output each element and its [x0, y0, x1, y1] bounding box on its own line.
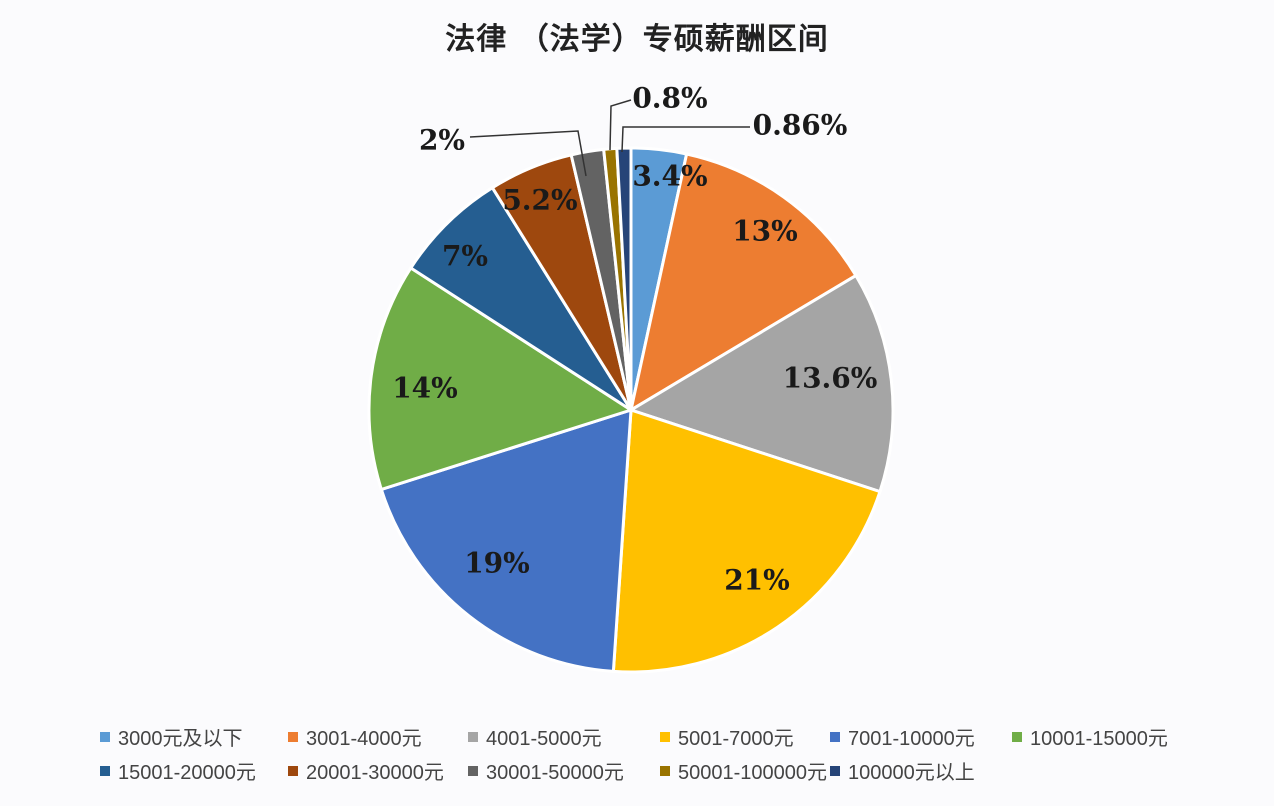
- legend-label: 10001-15000元: [1030, 728, 1168, 750]
- legend-label: 100000元以上: [848, 762, 975, 784]
- legend-swatch: [830, 765, 840, 776]
- data-label: 13.6%: [783, 362, 878, 395]
- data-label: 3.4%: [632, 160, 707, 193]
- legend-swatch: [1012, 731, 1022, 742]
- legend-item: 3000元及以下: [100, 722, 243, 751]
- legend-label: 3000元及以下: [118, 728, 243, 750]
- pie-slice: [367, 265, 635, 492]
- legend-label: 5001-7000元: [678, 728, 794, 750]
- chart-title: 法律 （法学）专硕薪酬区间: [445, 22, 829, 57]
- leader-line: [621, 126, 750, 153]
- legend-label: 20001-30000元: [306, 762, 444, 784]
- legend-label: 4001-5000元: [486, 728, 602, 750]
- legend-item: 15001-20000元: [100, 756, 256, 785]
- legend-item: 7001-10000元: [830, 722, 975, 751]
- data-label: 7%: [442, 240, 488, 273]
- legend-item: 20001-30000元: [288, 756, 444, 785]
- legend-swatch: [830, 731, 840, 742]
- legend-swatch: [660, 765, 670, 776]
- legend-swatch: [288, 731, 298, 742]
- legend-row: 15001-20000元 20001-30000元 30001-50000元 5000…: [100, 756, 1220, 784]
- legend-label: 50001-100000元: [678, 762, 828, 784]
- pie-slice: [615, 146, 633, 411]
- data-label: 13%: [732, 215, 798, 248]
- legend-row: 3000元及以下 3001-4000元 4001-5000元 5001-7000元 70…: [100, 722, 1220, 750]
- legend-label: 30001-50000元: [486, 762, 624, 784]
- legend-label: 3001-4000元: [306, 728, 422, 750]
- legend-item: 10001-15000元: [1012, 722, 1168, 751]
- pie-slice: [611, 407, 882, 674]
- legend-swatch: [468, 765, 478, 776]
- legend-swatch: [100, 765, 110, 776]
- data-label: 21%: [724, 564, 790, 597]
- legend-swatch: [468, 731, 478, 742]
- legend-label: 15001-20000元: [118, 762, 256, 784]
- pie-chart: 3.4% 13% 13.6% 21% 19% 14% 7% 5.2% 2% 0.8% 0.86%: [367, 82, 895, 674]
- pie-slice: [628, 152, 858, 414]
- data-label: 19%: [464, 547, 530, 580]
- pie-slice: [627, 273, 895, 494]
- legend-item: 5001-7000元: [660, 722, 794, 751]
- legend-label: 7001-10000元: [848, 728, 975, 750]
- legend-swatch: [288, 765, 298, 776]
- leader-line: [609, 99, 632, 151]
- data-label: 0.8%: [632, 82, 707, 115]
- legend-swatch: [660, 731, 670, 742]
- leader-line: [469, 130, 587, 177]
- pie-slice: [379, 407, 633, 674]
- data-label: 14%: [392, 372, 458, 405]
- data-label: 2%: [419, 124, 465, 157]
- legend-item: 50001-100000元: [660, 756, 827, 785]
- data-label: 5.2%: [502, 184, 577, 217]
- data-label: 0.86%: [753, 109, 848, 142]
- legend-item: 100000元以上: [830, 756, 975, 785]
- legend-item: 4001-5000元: [468, 722, 602, 751]
- legend-item: 3001-4000元: [288, 722, 422, 751]
- legend-swatch: [100, 731, 110, 742]
- pie-slice: [408, 185, 633, 412]
- legend-item: 30001-50000元: [468, 756, 624, 785]
